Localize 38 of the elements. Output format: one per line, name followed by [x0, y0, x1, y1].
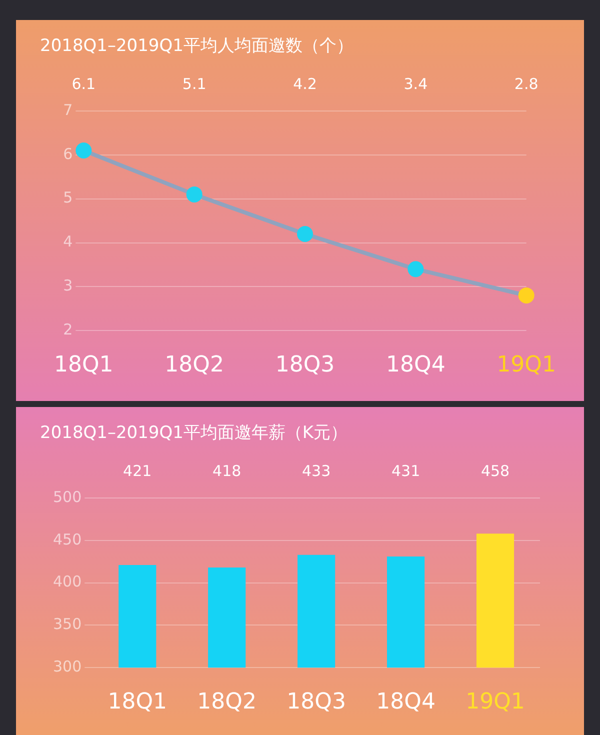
y-tick-label: 6	[63, 144, 73, 163]
chart-title: 2018Q1–2019Q1平均人均面邀数（个）	[40, 35, 354, 57]
x-tick-label: 18Q2	[197, 690, 256, 715]
data-label: 5.1	[182, 74, 206, 93]
y-tick-label: 400	[52, 572, 82, 591]
data-label: 3.4	[404, 74, 428, 93]
data-label: 2.8	[514, 74, 538, 93]
x-tick-label: 18Q1	[54, 352, 114, 378]
x-tick-label: 19Q1	[466, 690, 525, 715]
point	[186, 186, 202, 202]
data-label: 433	[302, 462, 331, 480]
data-label: 4.2	[293, 74, 317, 93]
y-tick-label: 300	[52, 657, 82, 676]
x-tick-label: 18Q4	[386, 352, 446, 378]
y-tick-label: 500	[52, 488, 82, 506]
data-label: 6.1	[72, 74, 96, 93]
point	[297, 226, 313, 242]
x-tick-label: 19Q1	[496, 352, 556, 378]
x-tick-label: 18Q3	[275, 352, 335, 378]
point	[518, 287, 534, 304]
x-tick-label: 18Q3	[286, 690, 346, 715]
y-tick-label: 7	[63, 100, 73, 119]
x-tick-label: 18Q2	[164, 352, 224, 378]
data-label: 421	[123, 462, 152, 480]
y-tick-label: 5	[63, 188, 73, 207]
y-tick-label: 350	[52, 615, 82, 634]
x-tick-label: 18Q4	[376, 690, 436, 715]
y-tick-label: 4	[63, 232, 73, 251]
data-label: 458	[480, 462, 510, 480]
x-tick-label: 18Q1	[108, 690, 168, 715]
data-label: 418	[212, 462, 242, 480]
y-tick-label: 450	[52, 530, 82, 548]
y-tick-label: 2	[63, 320, 73, 338]
data-label: 431	[391, 462, 420, 480]
point	[76, 142, 92, 159]
chart-title: 2018Q1–2019Q1平均面邀年薪（K元）	[40, 422, 349, 444]
point	[408, 261, 424, 278]
y-tick-label: 3	[63, 276, 73, 295]
